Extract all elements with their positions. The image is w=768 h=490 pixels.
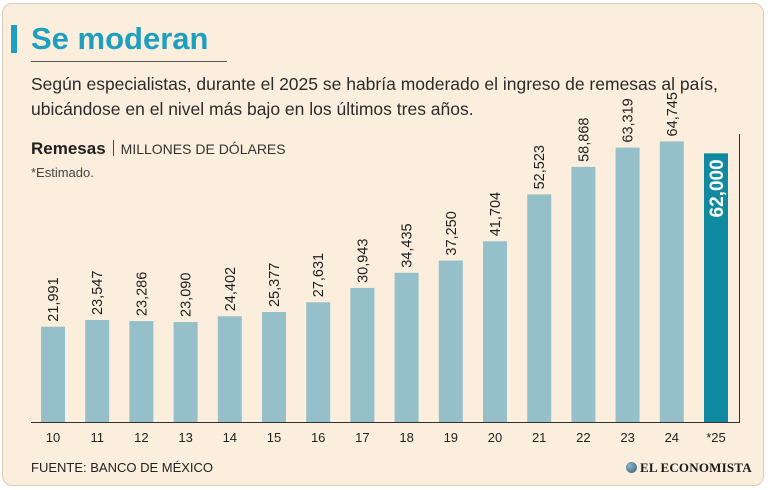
- title-accent-bar: [11, 25, 17, 53]
- bar-22: [571, 166, 596, 422]
- value-label-20: 41,704: [488, 192, 504, 236]
- bar-19: [438, 260, 463, 422]
- bar-18: [394, 272, 419, 422]
- bar-23: [615, 147, 640, 422]
- x-tick-label: 23: [620, 430, 634, 445]
- series-name: Remesas: [31, 139, 106, 158]
- bar-20: [483, 241, 507, 422]
- bar-chart: 21,991 10 23,547 11 23,286 12 23,090 13 24,402 14…: [31, 92, 740, 445]
- x-tick-label: 24: [665, 430, 679, 445]
- title-underline: [31, 61, 227, 62]
- value-label-11: 23,547: [90, 271, 106, 315]
- bar-24: [659, 141, 684, 422]
- source-note: FUENTE: BANCO DE MÉXICO: [31, 460, 214, 475]
- description: Según especialistas, durante el 2025 se …: [31, 74, 718, 119]
- x-tick-label: 20: [488, 430, 502, 445]
- bar-10: [41, 326, 65, 422]
- x-tick-label: *25: [706, 430, 726, 445]
- page-title: Se moderan: [31, 21, 209, 56]
- x-tick-label: 21: [532, 430, 546, 445]
- logo-text: EL ECONOMISTA: [640, 460, 752, 475]
- bar-16: [306, 302, 331, 422]
- globe-icon: [626, 462, 637, 473]
- value-label-24: 64,745: [665, 92, 681, 136]
- value-label-12: 23,286: [134, 272, 150, 316]
- x-tick-label: 13: [178, 430, 192, 445]
- value-label-*25: 62,000: [707, 159, 728, 217]
- value-label-22: 58,868: [576, 118, 592, 162]
- x-tick-label: 15: [267, 430, 281, 445]
- bar-11: [85, 319, 110, 422]
- series-header: Remesas MILLONES DE DÓLARES: [31, 139, 286, 161]
- x-tick-label: 11: [90, 430, 104, 445]
- bar-12: [129, 321, 154, 422]
- bar-14: [217, 316, 242, 422]
- x-tick-label: 18: [399, 430, 413, 445]
- estimate-note: *Estimado.: [31, 165, 94, 180]
- value-label-18: 34,435: [400, 223, 416, 267]
- value-label-19: 37,250: [444, 211, 460, 255]
- value-label-10: 21,991: [46, 277, 62, 321]
- value-label-17: 30,943: [355, 239, 371, 283]
- value-label-21: 52,523: [532, 145, 548, 189]
- series-divider: [112, 140, 114, 156]
- x-tick-label: 16: [311, 430, 325, 445]
- x-tick-label: 19: [444, 430, 458, 445]
- x-tick-label: 10: [46, 430, 60, 445]
- x-tick-label: 12: [134, 430, 148, 445]
- value-label-13: 23,090: [179, 273, 195, 317]
- value-label-23: 63,319: [621, 98, 637, 142]
- infographic-card: Se moderan Según especialistas, durante …: [2, 3, 764, 486]
- x-tick-label: 17: [355, 430, 369, 445]
- value-label-16: 27,631: [311, 253, 327, 297]
- publisher-logo: EL ECONOMISTA: [626, 459, 752, 477]
- bar-*25: [704, 153, 728, 423]
- bar-17: [350, 287, 375, 422]
- bar-15: [262, 312, 286, 422]
- series-unit: MILLONES DE DÓLARES: [120, 141, 286, 157]
- x-tick-label: 14: [223, 430, 237, 445]
- value-label-14: 24,402: [223, 267, 239, 311]
- bar-13: [173, 321, 198, 422]
- bar-21: [527, 194, 552, 422]
- x-tick-label: 22: [576, 430, 590, 445]
- value-label-15: 25,377: [267, 263, 283, 307]
